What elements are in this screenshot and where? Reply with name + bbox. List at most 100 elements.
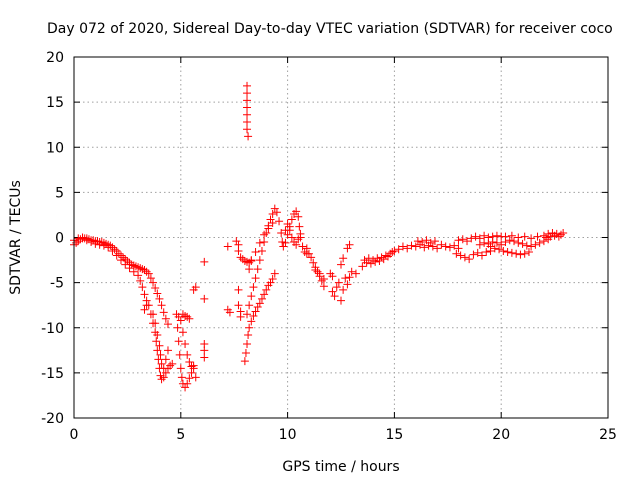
data-point	[91, 239, 100, 248]
data-point	[154, 355, 163, 364]
data-point	[475, 240, 484, 249]
data-point	[243, 257, 252, 266]
data-point	[166, 361, 175, 370]
data-point	[518, 239, 527, 248]
data-point	[319, 275, 328, 284]
y-tick-label: -10	[41, 321, 64, 337]
data-point	[501, 232, 510, 241]
data-point	[157, 301, 166, 310]
data-point	[332, 283, 341, 292]
data-point	[251, 274, 260, 283]
data-point	[546, 232, 555, 241]
data-point	[173, 323, 182, 332]
data-point	[200, 294, 209, 303]
data-point	[460, 253, 469, 262]
data-point	[386, 249, 395, 258]
data-point	[452, 249, 461, 258]
data-point	[152, 337, 161, 346]
x-tick-label: 5	[176, 427, 185, 443]
data-point	[176, 316, 185, 325]
data-point	[247, 292, 256, 301]
data-point	[456, 251, 465, 260]
data-point	[251, 307, 260, 316]
data-point	[183, 312, 192, 321]
y-tick-label: 5	[55, 185, 64, 201]
data-point	[146, 274, 155, 283]
data-point	[255, 238, 264, 247]
data-point	[319, 282, 328, 291]
grid-lines	[74, 57, 608, 418]
data-point	[244, 330, 253, 339]
data-point	[527, 242, 536, 251]
data-point	[533, 232, 542, 241]
data-point	[200, 346, 209, 355]
data-point	[131, 262, 140, 271]
data-point	[225, 308, 234, 317]
data-point	[243, 339, 252, 348]
data-point	[467, 234, 476, 243]
data-point	[155, 294, 164, 303]
data-point	[138, 265, 147, 274]
data-point	[497, 240, 506, 249]
data-point	[155, 341, 164, 350]
data-point	[514, 233, 523, 242]
data-point	[507, 248, 516, 257]
data-point	[178, 328, 187, 337]
data-point	[554, 232, 563, 241]
y-tick-label: 20	[46, 50, 64, 66]
x-tick-label: 10	[279, 427, 297, 443]
data-point	[347, 267, 356, 276]
data-point	[272, 208, 281, 217]
data-point	[328, 272, 337, 281]
data-point	[121, 260, 130, 269]
data-point	[251, 247, 260, 256]
data-point	[153, 346, 162, 355]
data-point	[268, 210, 277, 219]
data-point	[151, 319, 160, 328]
data-point	[245, 301, 254, 310]
data-point	[153, 289, 162, 298]
chart-title: Day 072 of 2020, Sidereal Day-to-day VTE…	[47, 21, 613, 37]
data-point	[418, 238, 427, 247]
data-point	[351, 269, 360, 278]
y-tick-label: -20	[41, 411, 64, 427]
data-point	[520, 232, 529, 241]
data-point	[281, 238, 290, 247]
data-point	[138, 283, 147, 292]
data-point	[95, 240, 104, 249]
data-point	[185, 358, 194, 367]
x-tick-labels: 0 5 10 15 20 25	[70, 427, 617, 443]
x-tick-label: 20	[492, 427, 510, 443]
data-point	[557, 230, 566, 239]
data-point	[520, 249, 529, 258]
data-point	[366, 259, 375, 268]
data-point	[445, 243, 454, 252]
data-point	[465, 255, 474, 264]
data-point	[275, 217, 284, 226]
data-point	[266, 278, 275, 287]
data-point	[317, 276, 326, 285]
data-point	[262, 228, 271, 237]
data-point	[255, 256, 264, 265]
data-point	[283, 230, 292, 239]
data-point	[522, 241, 531, 250]
data-point	[156, 350, 165, 359]
data-point	[343, 280, 352, 289]
data-point	[159, 308, 168, 317]
data-point	[277, 228, 286, 237]
data-point	[134, 263, 143, 272]
data-point	[157, 375, 166, 384]
data-point	[255, 299, 264, 308]
data-point	[238, 255, 247, 264]
data-point	[309, 258, 318, 267]
data-point	[144, 269, 153, 278]
data-point	[245, 323, 254, 332]
data-point	[114, 249, 123, 258]
data-point	[241, 349, 250, 358]
data-point	[102, 239, 111, 248]
data-point	[144, 301, 153, 310]
data-point	[232, 237, 241, 246]
data-point	[264, 224, 273, 233]
data-point	[244, 132, 253, 141]
data-point	[394, 245, 403, 254]
